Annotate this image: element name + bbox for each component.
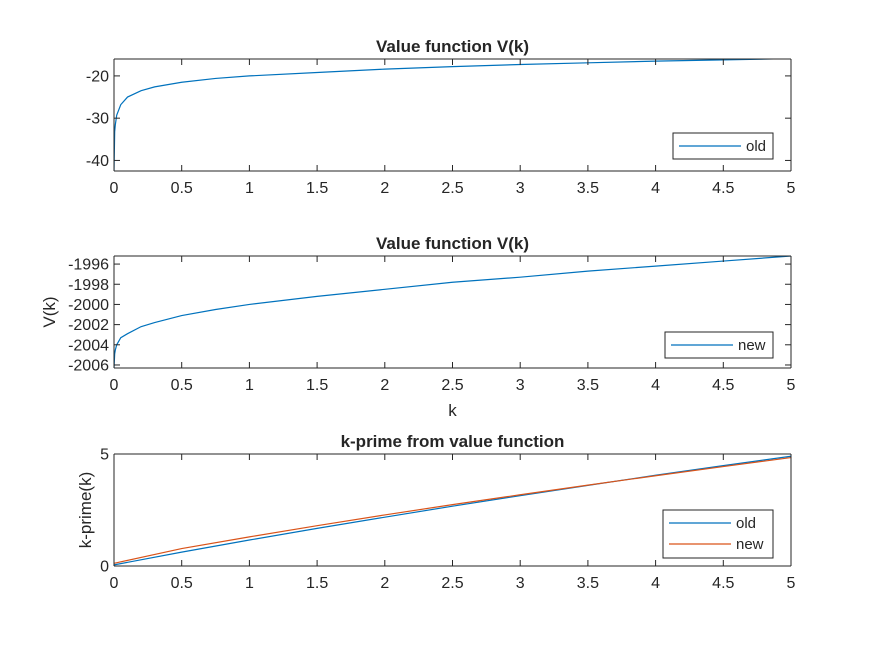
y-tick-label: -2002 xyxy=(68,317,109,334)
x-axis-label: k xyxy=(448,401,457,420)
x-tick-label: 5 xyxy=(787,180,796,197)
x-tick-label: 3.5 xyxy=(577,377,599,394)
x-tick-label: 0 xyxy=(110,180,119,197)
x-tick-label: 0 xyxy=(110,377,119,394)
x-tick-label: 5 xyxy=(787,377,796,394)
x-tick-label: 1.5 xyxy=(306,377,328,394)
x-tick-label: 0.5 xyxy=(171,180,193,197)
legend-label: old xyxy=(746,138,766,155)
x-tick-label: 4.5 xyxy=(712,180,734,197)
y-tick-label: -20 xyxy=(86,68,109,85)
y-tick-label: -2006 xyxy=(68,357,109,374)
series-line-new xyxy=(114,456,791,564)
y-tick-label: -2000 xyxy=(68,297,109,314)
x-tick-label: 4.5 xyxy=(712,575,734,592)
x-tick-label: 2 xyxy=(380,377,389,394)
x-tick-label: 3 xyxy=(516,377,525,394)
legend: old new xyxy=(662,509,774,559)
legend-label: old xyxy=(736,515,756,532)
chart-title: k-prime from value function xyxy=(341,432,565,451)
y-tick-label: -1998 xyxy=(68,277,109,294)
x-tick-label: 4 xyxy=(651,180,660,197)
x-tick-label: 1.5 xyxy=(306,575,328,592)
chart-panel-1: 0 0.5 1 1.5 2 2.5 3 3.5 4 4.5 5 -40 -30 -20 Value func… xyxy=(86,37,796,197)
x-tick-label: 0.5 xyxy=(171,377,193,394)
x-tick-label: 2.5 xyxy=(441,180,463,197)
x-tick-label: 0.5 xyxy=(171,575,193,592)
x-tick-label: 1 xyxy=(245,180,254,197)
x-tick-label: 1.5 xyxy=(306,180,328,197)
y-axis-label: V(k) xyxy=(40,296,59,327)
y-tick-label: -30 xyxy=(86,111,109,128)
chart-panel-3: 0 0.5 1 1.5 2 2.5 3 3.5 4 4.5 5 0 5 k-prime from valu… xyxy=(76,432,796,592)
y-tick-label: -40 xyxy=(86,153,109,170)
x-tick-label: 3.5 xyxy=(577,575,599,592)
x-tick-label: 1 xyxy=(245,377,254,394)
x-tick-label: 3 xyxy=(516,180,525,197)
x-tick-label: 4 xyxy=(651,575,660,592)
x-tick-label: 5 xyxy=(787,575,796,592)
x-tick-label: 1 xyxy=(245,575,254,592)
series-group xyxy=(114,455,791,566)
legend: old xyxy=(672,132,774,160)
chart-title: Value function V(k) xyxy=(376,234,529,253)
chart-panel-2: 0 0.5 1 1.5 2 2.5 3 3.5 4 4.5 5 -2006 -2004 -2002 -200… xyxy=(40,234,796,420)
y-tick-label: -1996 xyxy=(68,257,109,274)
x-tick-label: 2.5 xyxy=(441,575,463,592)
x-tick-label: 0 xyxy=(110,575,119,592)
x-tick-label: 2 xyxy=(380,575,389,592)
legend-label: new xyxy=(736,536,764,553)
x-tick-label: 3.5 xyxy=(577,180,599,197)
x-tick-label: 4 xyxy=(651,377,660,394)
x-tick-label: 2.5 xyxy=(441,377,463,394)
y-axis-label: k-prime(k) xyxy=(76,472,95,549)
legend-label: new xyxy=(738,337,766,354)
y-tick-label: 5 xyxy=(100,447,109,464)
legend-box xyxy=(662,509,774,559)
x-tick-label: 2 xyxy=(380,180,389,197)
chart-title: Value function V(k) xyxy=(376,37,529,56)
y-tick-label: -2004 xyxy=(68,337,109,354)
legend: new xyxy=(664,331,774,359)
y-tick-label: 0 xyxy=(100,559,109,576)
x-tick-label: 4.5 xyxy=(712,377,734,394)
x-tick-label: 3 xyxy=(516,575,525,592)
